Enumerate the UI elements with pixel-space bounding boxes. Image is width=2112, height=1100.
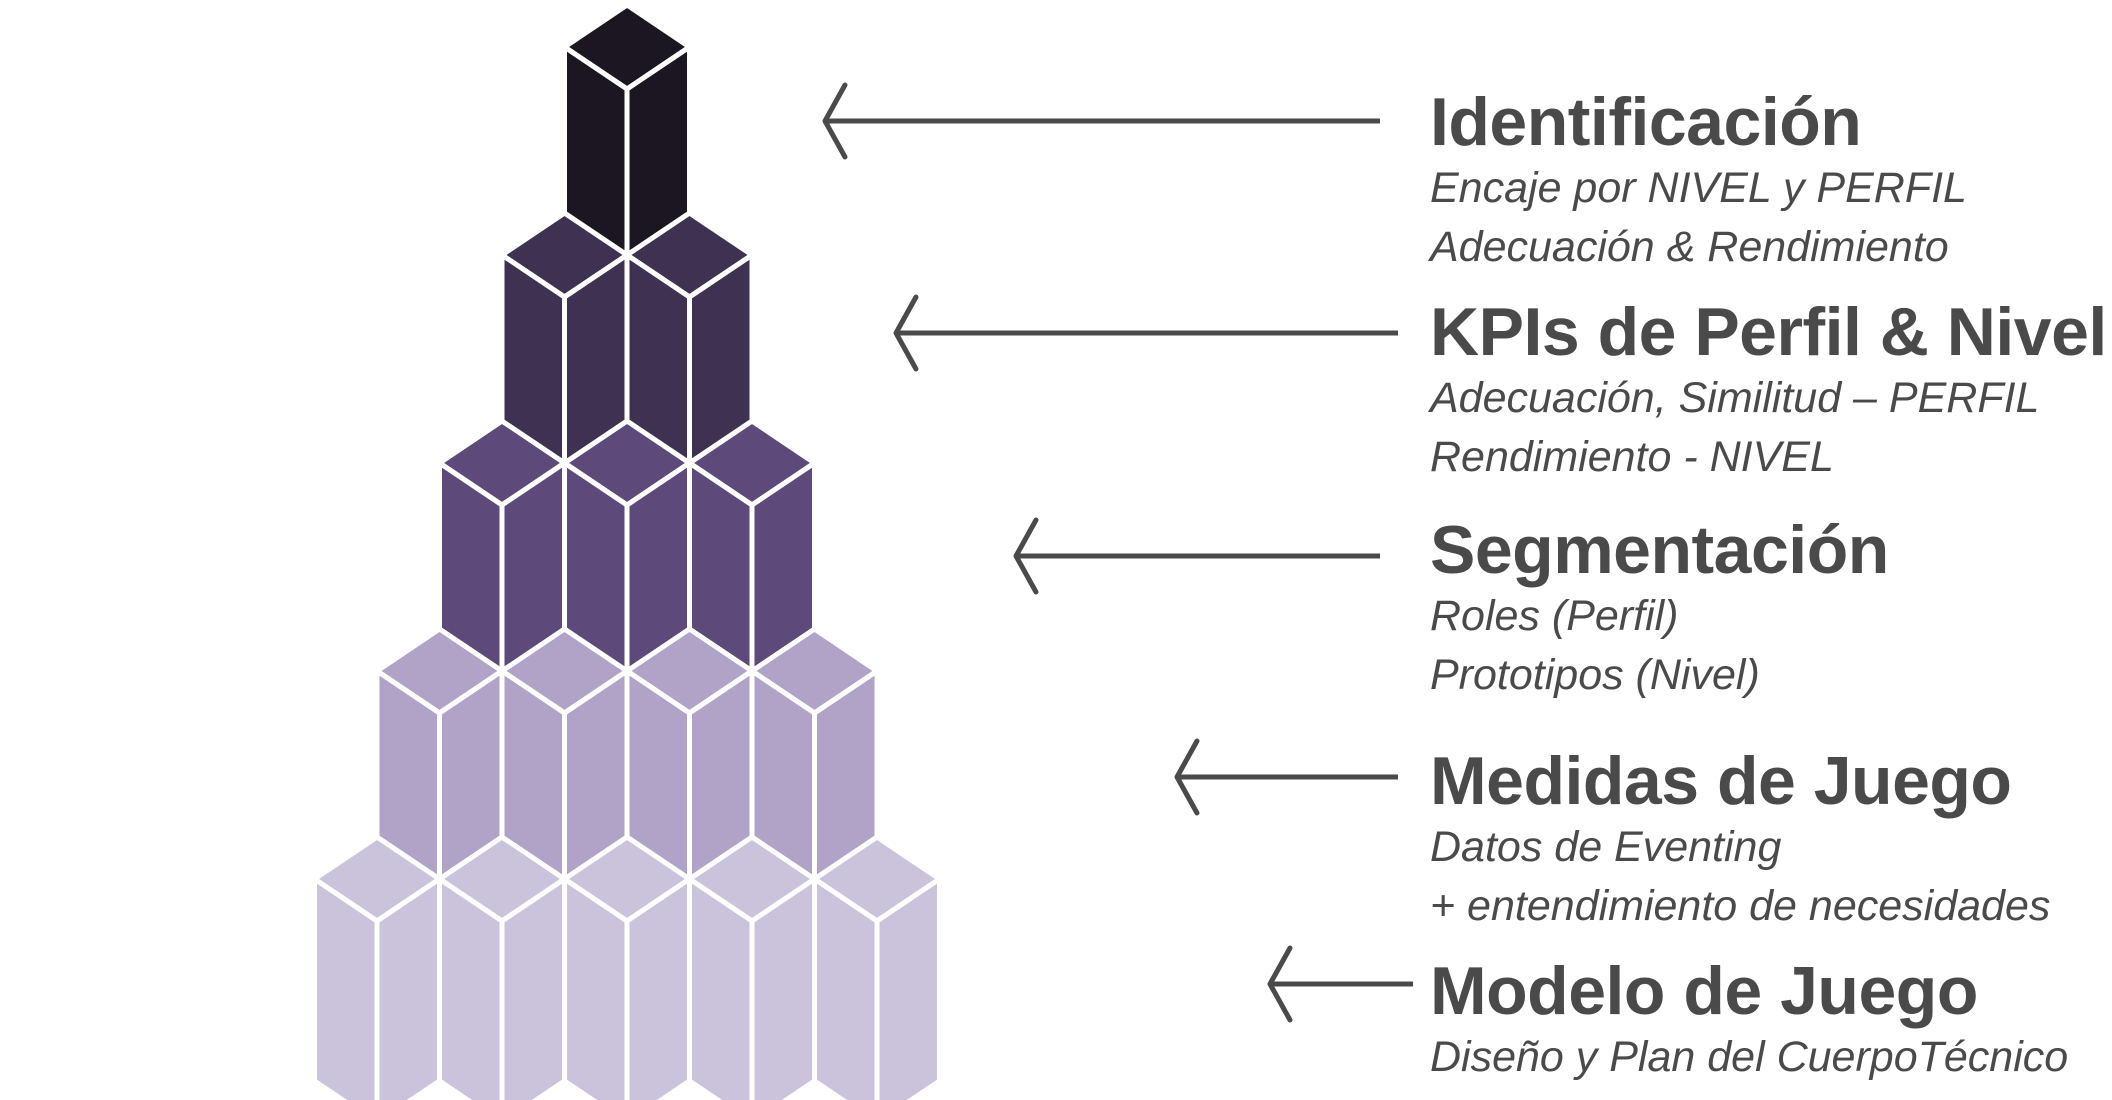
level-title: Modelo de Juego xyxy=(1430,953,1978,1029)
level-description: Encaje por NIVEL y PERFIL xyxy=(1430,164,1967,212)
arrow-left-icon xyxy=(893,294,919,372)
level-kpis: KPIs de Perfil & Nivel Adecuación, Simil… xyxy=(1430,298,2107,487)
pyramid-tier-5 xyxy=(312,834,942,1100)
level-description: Diseño y Plan del CuerpoTécnico xyxy=(1430,1033,2069,1081)
level-title: Segmentación xyxy=(1430,512,1889,588)
level-title: Medidas de Juego xyxy=(1430,743,2012,819)
cube xyxy=(624,626,755,918)
level-description: Adecuación, Similitud – PERFIL xyxy=(1430,374,2040,422)
arrow-left-icon xyxy=(1013,517,1039,595)
cube-left-face xyxy=(687,876,755,1100)
arrow-5 xyxy=(1267,945,1413,1023)
cube-left-face xyxy=(437,876,505,1100)
arrow-2 xyxy=(893,294,1398,372)
level-description: Datos de Eventing xyxy=(1430,823,1782,871)
arrow-left-icon xyxy=(822,82,848,160)
level-description: + entendimiento de necesidades xyxy=(1430,882,2051,930)
level-description: Rendimiento - NIVEL xyxy=(1430,433,1834,481)
level-identificacion: Identificación Encaje por NIVEL y PERFIL… xyxy=(1430,88,1967,277)
level-title: Identificación xyxy=(1430,84,1862,160)
cube-right-face xyxy=(874,876,942,1100)
level-description: Roles (Perfil) xyxy=(1430,592,1679,640)
level-title: KPIs de Perfil & Nivel xyxy=(1430,294,2107,370)
arrow-3 xyxy=(1013,517,1380,595)
cube xyxy=(312,834,442,1100)
cube xyxy=(562,834,692,1100)
cube-left-face xyxy=(562,876,630,1100)
arrow-left-icon xyxy=(1174,738,1200,816)
level-segmentacion: Segmentación Roles (Perfil) Prototipos (… xyxy=(1430,516,1889,705)
cube xyxy=(687,834,817,1100)
level-modelo-de-juego: Modelo de Juego Diseño y Plan del Cuerpo… xyxy=(1430,957,2068,1087)
cube-left-face xyxy=(812,876,880,1100)
arrow-left-icon xyxy=(1267,945,1293,1023)
arrow-1 xyxy=(822,82,1380,160)
arrow-4 xyxy=(1174,738,1398,816)
level-description: Adecuación & Rendimiento xyxy=(1430,223,1949,271)
cube xyxy=(812,834,942,1100)
cube-left-face xyxy=(312,876,380,1100)
level-medidas-de-juego: Medidas de Juego Datos de Eventing + ent… xyxy=(1430,747,2050,936)
level-description: Prototipos (Nivel) xyxy=(1430,651,1760,699)
